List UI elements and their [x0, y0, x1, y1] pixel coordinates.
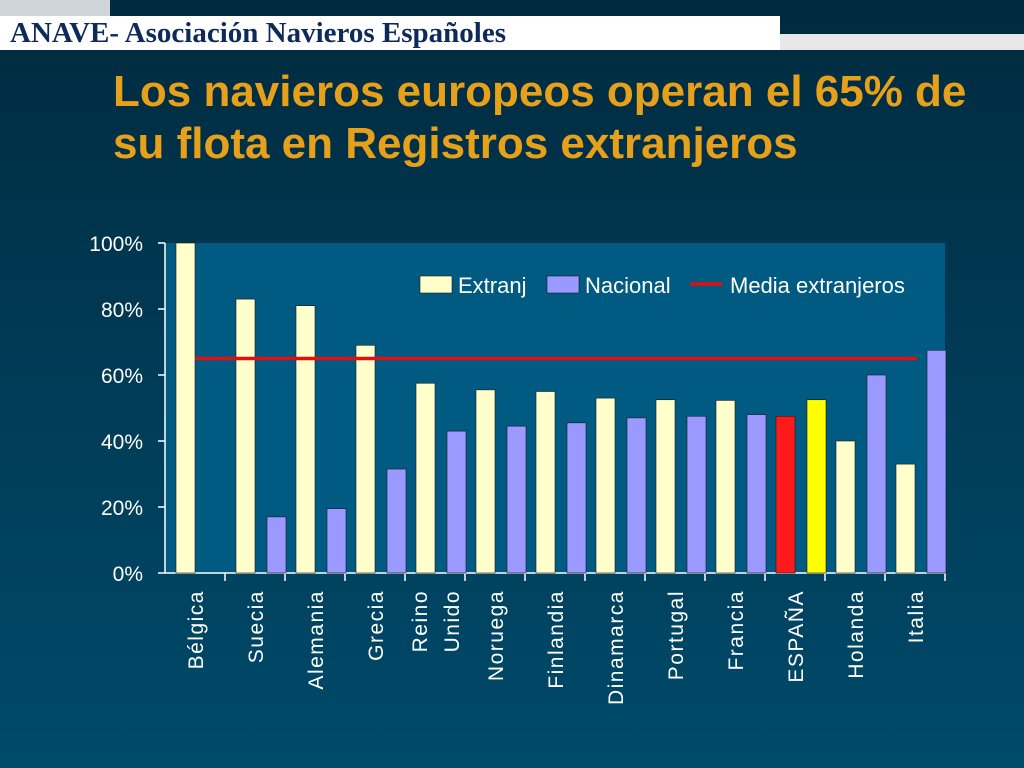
svg-text:Portugal: Portugal — [665, 590, 688, 680]
x-tick-label: Alemania — [305, 590, 328, 690]
legend-swatch — [419, 275, 453, 294]
legend: Extranj Nacional Media extranjeros — [419, 273, 905, 298]
header-band — [0, 16, 780, 50]
bar-extranj — [235, 298, 256, 574]
bar-extranj — [715, 400, 736, 574]
labels-layer: 0% 20% 40% 60% 80% 100% Bélgica Suecia Alemania G… — [89, 233, 928, 705]
x-tick-label: Italia — [905, 590, 928, 643]
x-tick-label: Finlandia — [545, 590, 568, 689]
bar-extranj — [415, 382, 436, 574]
bar-extranj — [806, 399, 827, 574]
x-tick-label: Francia — [725, 590, 748, 671]
svg-text:Italia: Italia — [905, 590, 928, 643]
x-tick-label: Reino Unido — [409, 590, 464, 652]
legend-label: Extranj — [458, 273, 526, 298]
svg-text:Unido: Unido — [441, 590, 464, 652]
legend-label: Nacional — [585, 273, 671, 298]
x-tick-label: Portugal — [665, 590, 688, 680]
legend-label: Media extranjeros — [730, 273, 905, 298]
svg-text:Reino: Reino — [409, 590, 432, 652]
slide-title: Los navieros europeos operan el 65% de s… — [113, 67, 967, 168]
bar-nacional — [386, 468, 407, 574]
svg-text:Suecia: Suecia — [245, 590, 268, 663]
x-tick-label: Suecia — [245, 590, 268, 663]
svg-text:Finlandia: Finlandia — [545, 590, 568, 689]
x-tick-label: Noruega — [485, 590, 508, 681]
svg-text:Holanda: Holanda — [845, 590, 868, 679]
bar-extranj — [535, 391, 556, 574]
bar-extranj — [175, 242, 196, 574]
svg-text:Noruega: Noruega — [485, 590, 508, 681]
organization-title: ANAVE- Asociación Navieros Españoles — [10, 17, 507, 49]
bar-nacional — [446, 430, 467, 574]
y-tick-label: 60% — [101, 365, 143, 388]
bar-extranj — [895, 463, 916, 574]
bar-nacional — [326, 508, 347, 574]
header-band-extension — [780, 34, 1024, 50]
bar-extranj — [655, 399, 676, 574]
svg-text:Bélgica: Bélgica — [185, 590, 208, 669]
bars-layer — [175, 242, 947, 574]
bar-nacional — [506, 425, 527, 574]
legend-extranj: Extranj — [419, 273, 526, 298]
bar-extranj — [835, 440, 856, 574]
bar-extranj — [475, 389, 496, 574]
y-tick-label: 40% — [101, 431, 143, 454]
x-tick-label: Bélgica — [185, 590, 208, 669]
bar-nacional — [746, 414, 767, 574]
legend-nacional: Nacional — [546, 273, 671, 298]
y-tick-label: 20% — [101, 497, 143, 520]
x-tick-label: Holanda — [845, 590, 868, 679]
svg-text:Dinamarca: Dinamarca — [605, 590, 628, 705]
bar-nacional — [626, 417, 647, 574]
header-accent-bar — [0, 0, 110, 16]
bar-nacional — [266, 516, 287, 574]
bar-nacional — [866, 374, 887, 574]
bar-extranj — [295, 305, 316, 574]
bar-extranj — [595, 397, 616, 574]
svg-text:Francia: Francia — [725, 590, 748, 671]
bar-nacional — [566, 422, 587, 574]
legend-swatch — [546, 275, 580, 294]
y-tick-label: 100% — [89, 233, 143, 256]
bar-nacional — [926, 349, 947, 574]
svg-text:Grecia: Grecia — [365, 590, 388, 661]
x-tick-label: Dinamarca — [605, 590, 628, 705]
svg-text:Alemania: Alemania — [305, 590, 328, 690]
legend-media: Media extranjeros — [690, 273, 905, 298]
bar-nacional — [775, 415, 796, 574]
x-tick-label: ESPAÑA — [784, 590, 808, 683]
x-tick-label: Grecia — [365, 590, 388, 661]
bar-extranj — [355, 344, 376, 574]
y-tick-label: 0% — [113, 563, 143, 586]
y-tick-label: 80% — [101, 299, 143, 322]
bar-nacional — [686, 415, 707, 574]
svg-text:ESPAÑA: ESPAÑA — [784, 590, 808, 683]
